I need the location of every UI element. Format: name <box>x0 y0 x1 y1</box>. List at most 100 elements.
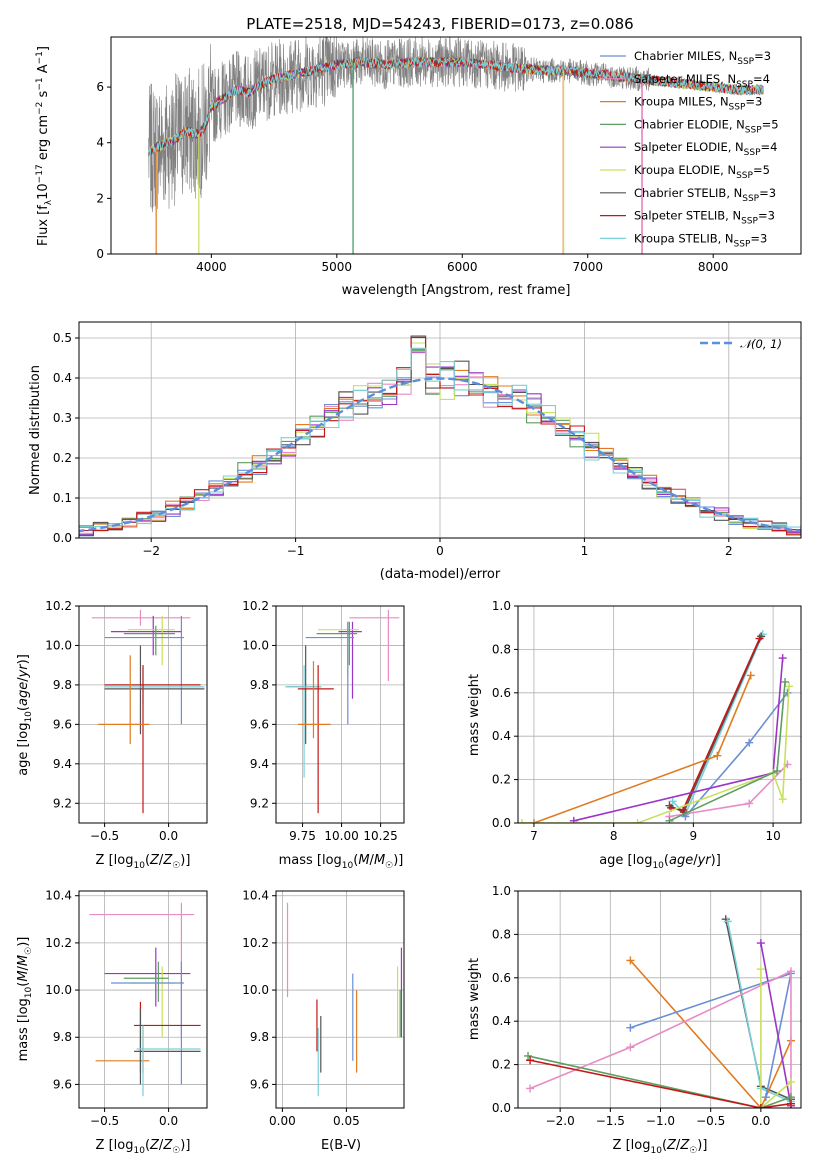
x-tick-label: 0.0 <box>159 1114 178 1128</box>
normal-curve <box>79 377 801 533</box>
y-tick-label: 10.2 <box>242 936 269 950</box>
y-tick-label: 9.6 <box>53 717 72 731</box>
plus-marker <box>756 939 765 948</box>
y-tick-label: 1.0 <box>492 599 511 613</box>
y-tick-label: 9.8 <box>250 678 269 692</box>
y-tick-label: 9.8 <box>250 1030 269 1044</box>
x-tick-label: 4000 <box>196 260 227 274</box>
plus-marker <box>526 1084 535 1093</box>
y-tick-label: 0.4 <box>492 729 511 743</box>
axes-frame <box>275 605 405 824</box>
errorbar-point <box>123 625 175 656</box>
y-axis-label: age [log10(age/yr)] <box>16 654 34 776</box>
y-tick-label: 0.2 <box>492 1058 511 1072</box>
plus-marker <box>745 738 754 747</box>
panel-age_vs_Z: −0.5 0.0 9.2 9.4 9.6 9.8 10.0 10.2 Z [log10(Z/Z☉… <box>16 599 208 871</box>
y-tick-label: 9.8 <box>53 1030 72 1044</box>
x-axis-label: (data-model)/error <box>380 567 501 582</box>
plus-marker <box>518 819 526 823</box>
panel-mass_vs_ebv: 0.00 0.05 9.6 9.8 10.0 10.2 10.4 E(B-V) <box>242 889 405 1153</box>
y-tick-label: 0 <box>96 247 104 261</box>
errorbar-point <box>104 665 201 814</box>
plus-marker <box>626 956 635 965</box>
weight-line <box>669 636 762 814</box>
model-spectrum <box>148 57 764 155</box>
plus-marker <box>665 816 674 823</box>
errorbar-point <box>111 961 184 1085</box>
y-tick-label: 0.1 <box>53 491 72 505</box>
errorbar-point <box>349 609 400 681</box>
grid <box>276 891 404 1108</box>
weight-line <box>629 959 792 1108</box>
x-axis-label: Z [log10(Z/Z☉)] <box>613 1138 708 1156</box>
errorbar-point <box>127 615 175 666</box>
errorbar-point <box>104 615 184 725</box>
errorbar-point <box>123 961 169 1002</box>
y-tick-label: 9.6 <box>250 717 269 731</box>
panels: 4000 5000 6000 7000 8000 0 2 4 6 wavelength [Angs… <box>16 36 802 1156</box>
x-tick-label: 0 <box>436 544 444 558</box>
y-tick-label: 10.0 <box>45 983 72 997</box>
legend: Chabrier MILES, NSSP=3 Salpeter MILES, NS… <box>600 49 779 249</box>
weight-line <box>527 1055 792 1108</box>
plot-area <box>286 902 403 1097</box>
y-tick-label: 10.0 <box>242 638 269 652</box>
grid <box>79 891 207 1108</box>
x-tick-label: −1.5 <box>596 1114 625 1128</box>
axes-frame <box>110 36 802 255</box>
plus-marker <box>755 634 764 643</box>
y-tick-label: 1.0 <box>492 884 511 898</box>
axes: −2.0 −1.5 −1.0 −0.5 0.0 0.0 0.2 0.4 0.6 0.8 1.0 <box>492 884 802 1128</box>
x-tick-label: 7000 <box>572 260 603 274</box>
errorbar-point <box>136 1025 201 1097</box>
x-tick-label: 0.0 <box>751 1114 770 1128</box>
y-tick-label: 0.0 <box>492 816 511 830</box>
y-tick-label: 10.4 <box>242 889 269 903</box>
y-axis-label: Normed distribution <box>28 365 43 495</box>
y-axis-label: mass weight <box>467 674 482 756</box>
weight-line <box>760 969 792 1108</box>
panel-mass_vs_Z: −0.5 0.0 9.6 9.8 10.0 10.2 10.4 Z [log10(Z/Z☉)]… <box>16 889 208 1156</box>
plus-marker <box>785 682 794 691</box>
panel-weight_vs_Z: −2.0 −1.5 −1.0 −0.5 0.0 0.0 0.2 0.4 0.6 0.8 1.0 Z [… <box>467 884 802 1156</box>
plus-marker <box>526 1056 535 1065</box>
axes: 0.00 0.05 9.6 9.8 10.0 10.2 10.4 <box>242 889 405 1128</box>
x-tick-label: 7 <box>530 829 538 843</box>
plus-marker <box>778 795 787 804</box>
x-axis-label: Z [log10(Z/Z☉)] <box>96 1138 191 1156</box>
y-tick-label: 0.8 <box>492 642 511 656</box>
plus-marker <box>529 819 538 823</box>
plus-marker <box>761 1093 770 1102</box>
weight-line <box>670 638 761 811</box>
y-tick-label: 10.0 <box>45 638 72 652</box>
plus-marker <box>668 797 677 806</box>
x-axis-label: E(B-V) <box>321 1138 361 1153</box>
plot-area <box>285 609 400 814</box>
y-axis-label: mass weight <box>467 958 482 1040</box>
legend-entry: Chabrier ELODIE, NSSP=5 <box>634 117 779 135</box>
plus-marker <box>569 816 578 823</box>
plus-marker <box>756 965 765 974</box>
axes: 9.75 10.00 10.25 9.2 9.4 9.6 9.8 10.0 10.2 <box>242 599 405 843</box>
x-tick-label: 0.00 <box>269 1114 296 1128</box>
plus-marker <box>756 1104 765 1108</box>
plus-marker <box>524 1051 533 1060</box>
y-tick-label: 9.8 <box>53 678 72 692</box>
y-tick-label: 0.3 <box>53 411 72 425</box>
y-tick-label: 6 <box>96 80 104 94</box>
x-tick-label: −1.0 <box>646 1114 675 1128</box>
weight-line <box>533 675 752 823</box>
legend-entry: Chabrier STELIB, NSSP=3 <box>634 186 776 204</box>
y-tick-label: 0.0 <box>492 1101 511 1115</box>
axes: 4000 5000 6000 7000 8000 0 2 4 6 <box>96 36 802 274</box>
plot-area <box>148 37 764 254</box>
y-tick-label: 0.6 <box>492 686 511 700</box>
plus-marker <box>626 1023 635 1032</box>
x-axis-label: wavelength [Angstrom, rest frame] <box>342 283 571 298</box>
plus-marker <box>633 819 642 823</box>
x-tick-label: 9 <box>690 829 698 843</box>
legend-entry: 𝒩(0, 1) <box>740 337 782 351</box>
grid <box>276 605 404 823</box>
legend: 𝒩(0, 1) <box>700 337 782 351</box>
